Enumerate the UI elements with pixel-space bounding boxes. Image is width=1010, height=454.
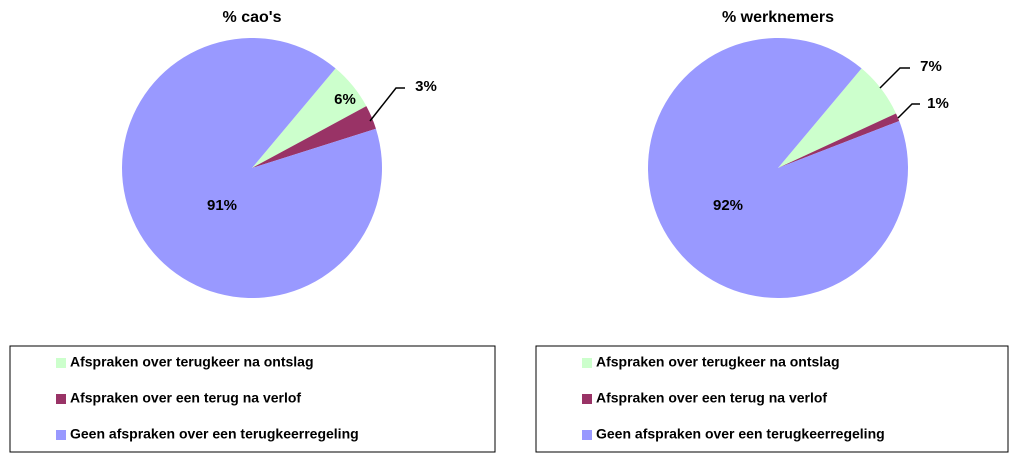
data-label: 6%: [334, 91, 356, 108]
legend-label: Afspraken over terugkeer na ontslag: [596, 354, 840, 370]
legend-swatch: [582, 394, 592, 404]
chart-title: % werknemers: [722, 9, 834, 26]
data-label: 92%: [713, 197, 743, 214]
legend-label: Geen afspraken over een terugkeerregelin…: [596, 426, 885, 442]
data-label: 3%: [415, 78, 437, 95]
pie-slice: [122, 38, 383, 299]
pie-slice: [647, 38, 909, 299]
leader-line: [897, 103, 920, 119]
data-label: 1%: [927, 95, 949, 112]
legend-swatch: [582, 358, 592, 368]
legend-label: Afspraken over een terug na verlof: [596, 390, 827, 406]
chart-title: % cao's: [223, 9, 282, 26]
legend: [9, 345, 496, 453]
leader-line: [369, 87, 405, 122]
legend-swatch: [582, 430, 592, 440]
legend-label: Afspraken over terugkeer na ontslag: [70, 354, 314, 370]
legend-swatch: [56, 394, 66, 404]
legend-swatch: [56, 358, 66, 368]
pie-slice: [778, 113, 900, 168]
pie-slice: [252, 106, 376, 168]
data-label: 91%: [207, 197, 237, 214]
legend-label: Afspraken over een terug na verlof: [70, 390, 301, 406]
pie-slice: [252, 68, 367, 168]
data-label: 7%: [920, 58, 942, 75]
pie-slice: [778, 68, 897, 168]
legend-label: Geen afspraken over een terugkeerregelin…: [70, 426, 359, 442]
legend: [535, 345, 1009, 453]
legend-swatch: [56, 430, 66, 440]
leader-line: [879, 67, 910, 89]
